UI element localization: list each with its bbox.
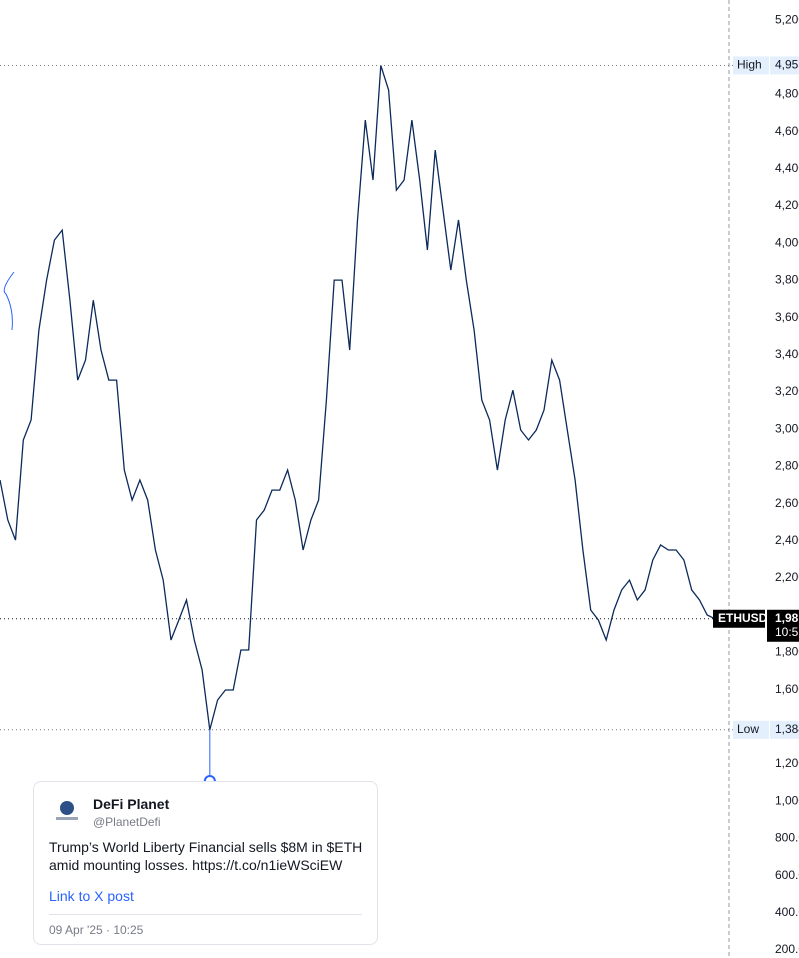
tweet-text: Trump’s World Liberty Financial sells $8…	[49, 838, 362, 874]
tweet-line: Trump’s World Liberty Financial sells $8…	[49, 839, 363, 855]
tweet-line: amid mounting losses. https://t.co/n1ieW…	[49, 857, 343, 873]
y-tick-label: 200.0	[775, 942, 799, 956]
y-tick-label: 4,400	[775, 161, 799, 175]
y-tick-label: 4,800	[775, 87, 799, 101]
y-tick-label: 2,600	[775, 496, 799, 510]
y-tick-label: 3,200	[775, 384, 799, 398]
y-tick-label: 3,600	[775, 310, 799, 324]
level-value: 4,956	[775, 58, 799, 72]
level-name: High	[737, 58, 762, 72]
price-line	[0, 65, 716, 730]
y-tick-label: 2,200	[775, 570, 799, 584]
y-tick-label: 400.0	[775, 905, 799, 919]
y-tick-label: 600.0	[775, 868, 799, 882]
y-tick-label: 4,200	[775, 198, 799, 212]
symbol-badge	[713, 609, 765, 628]
y-tick-label: 1,200	[775, 756, 799, 770]
author-name: DeFi Planet	[93, 796, 170, 812]
level-value: 1,384	[775, 722, 799, 736]
y-tick-label: 800.0	[775, 831, 799, 845]
y-tick-label: 3,800	[775, 273, 799, 287]
level-value-badge	[770, 720, 799, 739]
countdown: 10:52	[775, 625, 799, 639]
post-link[interactable]: Link to X post	[49, 888, 134, 904]
drawing	[3, 271, 15, 331]
y-tick-label: 1,600	[775, 682, 799, 696]
level-badge	[733, 56, 769, 75]
separator	[49, 914, 362, 915]
price-badge	[767, 609, 799, 642]
tweet-card: DeFi Planet @PlanetDefi Trump’s World Li…	[33, 781, 378, 945]
level-badge	[733, 720, 769, 739]
tweet-date: 09 Apr '25 · 10:25	[49, 923, 144, 937]
y-tick-label: 4,600	[775, 124, 799, 138]
y-tick-label: 1,800	[775, 645, 799, 659]
symbol: ETHUSD	[718, 611, 768, 625]
y-tick-label: 5,200	[775, 12, 799, 26]
level-name: Low	[737, 722, 759, 736]
author-handle: @PlanetDefi	[93, 815, 161, 829]
logo	[56, 801, 78, 820]
y-tick-label: 2,400	[775, 533, 799, 547]
level-value-badge	[770, 56, 799, 75]
y-tick-label: 1,000	[775, 793, 799, 807]
y-tick-label: 4,000	[775, 235, 799, 249]
y-tick-label: 2,800	[775, 459, 799, 473]
last-price: 1,981	[775, 611, 799, 625]
y-tick-label: 3,000	[775, 421, 799, 435]
y-tick-label: 3,400	[775, 347, 799, 361]
